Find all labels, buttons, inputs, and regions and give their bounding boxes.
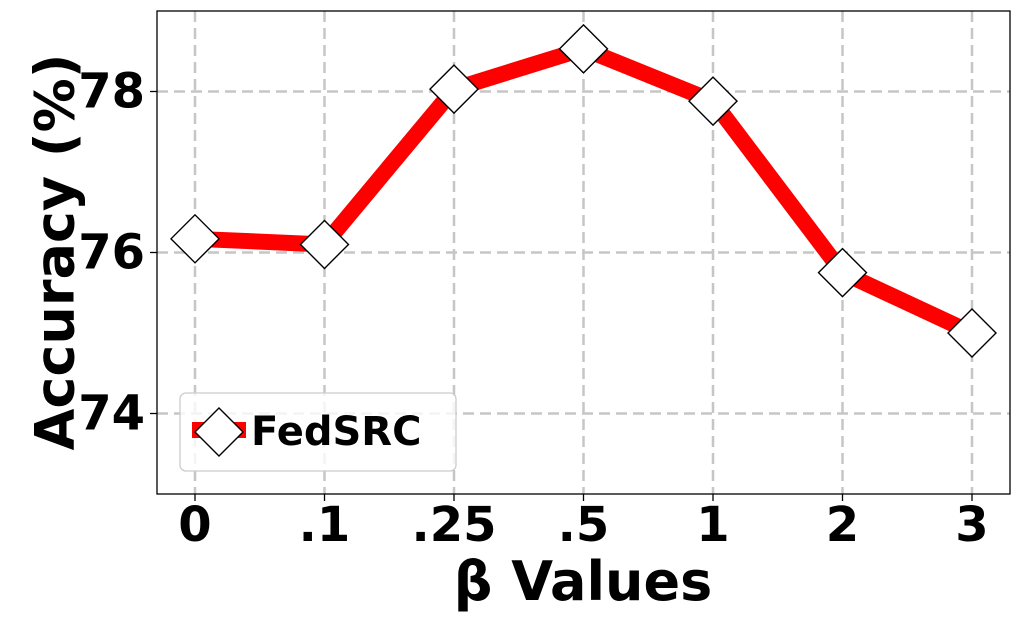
y-tick-label: 76 <box>78 225 145 281</box>
legend-box <box>179 392 457 472</box>
x-tick-label: 2 <box>826 497 859 553</box>
data-point-marker <box>299 219 350 270</box>
data-point-marker <box>558 23 609 74</box>
y-tick-label: 74 <box>78 386 145 442</box>
data-point-marker <box>429 64 479 115</box>
legend-marker-swatch <box>194 407 244 457</box>
data-point-marker <box>947 308 997 358</box>
ticks: 0 .1 .25 .5 1 2 3 74 76 78 <box>78 64 989 554</box>
x-tick-label: 3 <box>955 497 988 553</box>
legend-label: FedSRC <box>251 409 421 455</box>
data-point-marker <box>817 247 868 298</box>
x-axis-label: β Values <box>454 550 712 613</box>
x-tick-label: .1 <box>299 497 351 553</box>
x-tick-label: 0 <box>178 497 211 553</box>
y-axis-label: Accuracy (%) <box>24 54 87 451</box>
series-layer <box>170 23 997 358</box>
x-tick-label: 1 <box>696 497 729 553</box>
legend: FedSRC <box>179 392 457 472</box>
y-tick-label: 78 <box>78 64 145 120</box>
data-point-marker <box>170 213 220 264</box>
x-tick-label: .5 <box>558 497 610 553</box>
data-point-marker <box>688 76 738 127</box>
x-tick-label: .25 <box>411 497 496 553</box>
